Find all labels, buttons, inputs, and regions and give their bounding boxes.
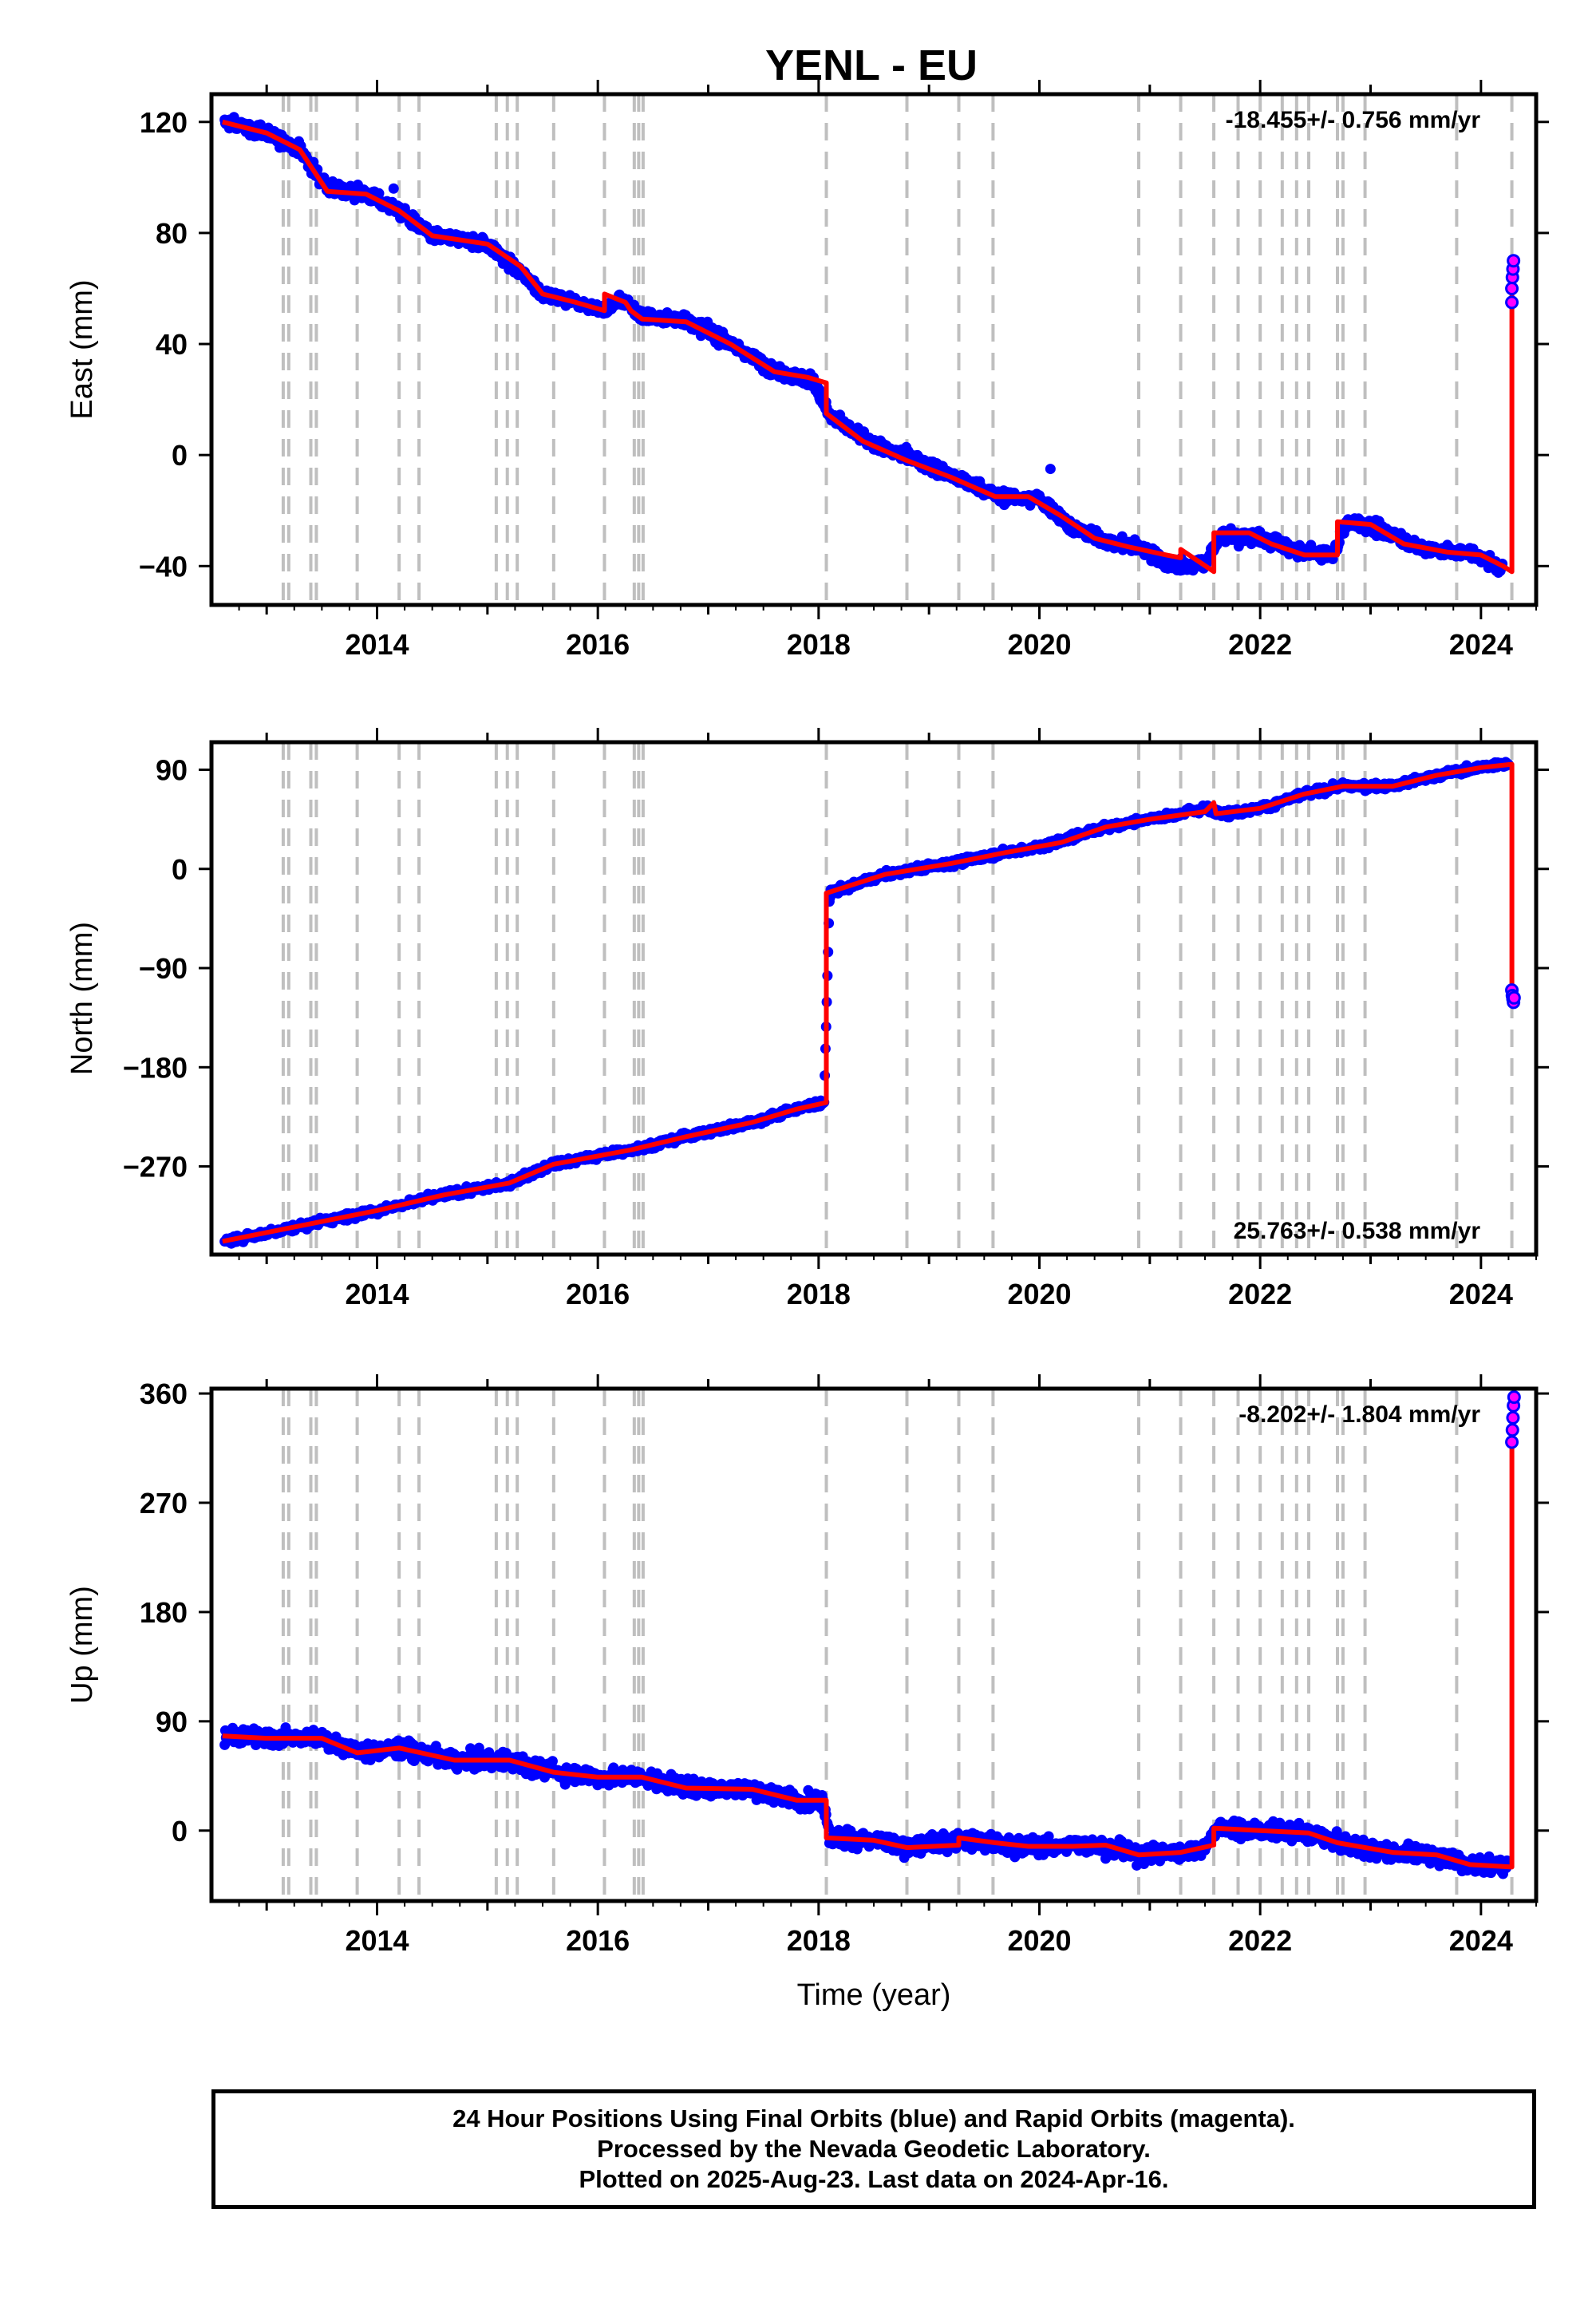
plot-area-east	[219, 94, 1521, 605]
y-axis-label: East (mm)	[65, 279, 99, 419]
y-tick-label: −40	[139, 550, 188, 583]
x-tick-label: 2020	[1007, 628, 1071, 661]
x-tick-label: 2018	[787, 1278, 851, 1310]
x-tick-label: 2024	[1449, 1278, 1513, 1310]
data-point	[388, 183, 399, 194]
y-tick-label: 90	[156, 754, 188, 787]
model-line-north	[222, 761, 1515, 1244]
data-point	[547, 1756, 558, 1767]
final-orbit-points-east	[219, 112, 1508, 578]
x-tick-label: 2022	[1228, 1278, 1292, 1310]
rapid-point	[1507, 990, 1521, 1005]
y-tick-label: −90	[139, 952, 188, 985]
rapid-point	[1505, 281, 1519, 295]
x-tick-label: 2018	[787, 628, 851, 661]
x-tick-label: 2024	[1449, 628, 1513, 661]
data-point	[1045, 464, 1056, 475]
panel-east: 2014 2016 2018 2020 2022 2024 −40 0 40 80 120 East …	[65, 80, 1549, 661]
final-orbit-points-north	[219, 757, 1514, 1249]
y-tick-label: 0	[172, 439, 188, 472]
panel-north: 2014 2016 2018 2020 2022 2024 −270 −180 −90 0 90 No…	[65, 728, 1549, 1310]
rate-annotation: 25.763+/- 0.538 mm/yr	[1234, 1218, 1481, 1244]
final-orbit-points-up	[219, 1722, 1514, 1879]
x-tick-label: 2022	[1228, 628, 1292, 661]
rapid-orbit-points-north	[1505, 983, 1521, 1010]
y-axis-label: North (mm)	[65, 922, 99, 1075]
chart-title: YENL - EU	[765, 41, 978, 89]
rate-annotation: -18.455+/- 0.756 mm/yr	[1226, 107, 1481, 133]
rapid-point	[1505, 295, 1519, 310]
y-tick-label: 0	[172, 853, 188, 886]
y-tick-label: 40	[156, 328, 188, 361]
model-line-east	[222, 119, 1515, 575]
y-tick-label: −180	[123, 1051, 188, 1084]
x-tick-label: 2014	[345, 1278, 409, 1310]
y-tick-label: 120	[140, 106, 188, 139]
x-tick-label: 2016	[566, 628, 630, 661]
y-tick-label: 80	[156, 217, 188, 250]
rapid-point	[1507, 254, 1521, 268]
plot-area-north	[219, 742, 1521, 1255]
x-tick-label: 2014	[345, 628, 409, 661]
y-tick-label: −270	[123, 1151, 188, 1184]
plot-area-up	[219, 1389, 1521, 1901]
rapid-orbit-points-east	[1505, 254, 1521, 310]
x-tick-label: 2020	[1007, 1278, 1071, 1310]
x-tick-label: 2016	[566, 1278, 630, 1310]
